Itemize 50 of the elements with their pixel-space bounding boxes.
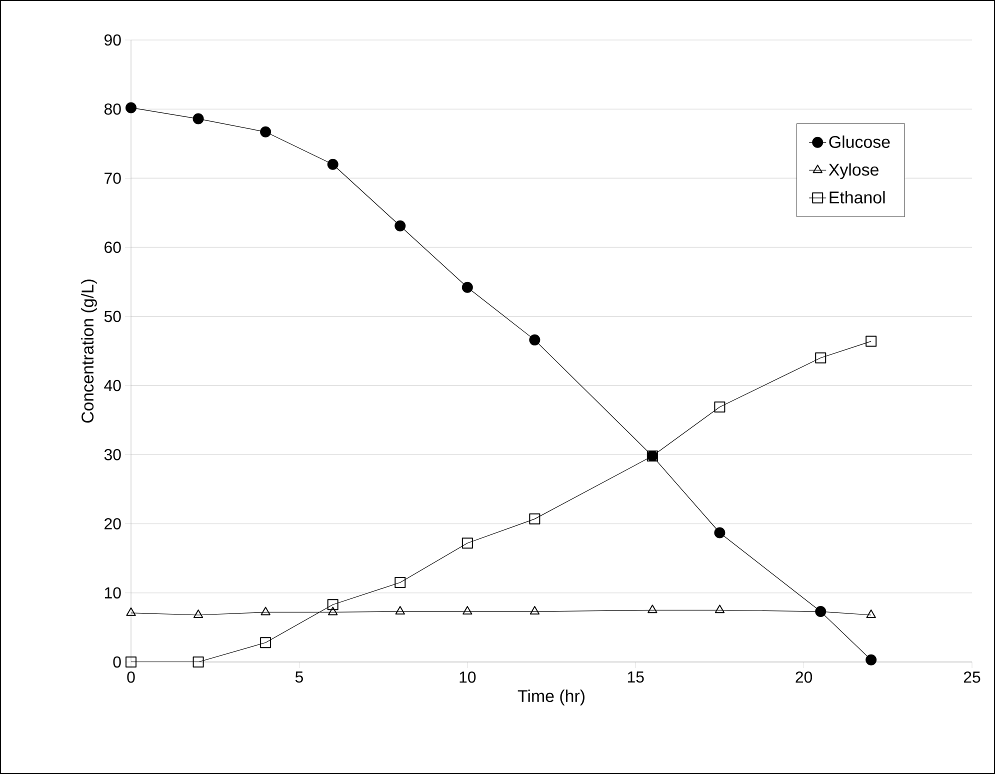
- point: [714, 604, 725, 614]
- point: [327, 599, 338, 610]
- point: [714, 527, 726, 538]
- point: [192, 656, 204, 668]
- point: [260, 606, 270, 616]
- point: [327, 158, 338, 170]
- point: [714, 401, 726, 412]
- point: [126, 607, 136, 616]
- point: [815, 352, 826, 364]
- y-tick-label: 30: [104, 449, 121, 460]
- legend-label: Ethanol: [830, 191, 885, 204]
- y-axis-title: Concentration (g/L): [81, 280, 97, 423]
- x-tick-label: 25: [964, 672, 980, 683]
- point: [529, 513, 540, 524]
- point: [328, 606, 338, 616]
- point: [648, 604, 658, 614]
- y-tick-label: 80: [104, 103, 121, 115]
- y-tick-label: 50: [104, 310, 121, 322]
- legend-label: Xylose: [828, 163, 878, 180]
- point: [260, 637, 272, 648]
- y-tick-label: 0: [113, 656, 121, 668]
- y-tick-label: 10: [104, 587, 121, 599]
- point: [529, 334, 540, 346]
- x-tick-label: 20: [796, 672, 812, 683]
- point: [126, 102, 137, 114]
- point: [395, 606, 405, 615]
- point: [192, 113, 204, 124]
- point: [866, 609, 876, 618]
- point: [126, 656, 137, 668]
- x-axis-title: Time (hr): [518, 690, 584, 706]
- point: [462, 538, 473, 549]
- x-tick-label: 0: [127, 672, 135, 683]
- y-tick-label: 60: [104, 242, 121, 253]
- x-tick-label: 15: [628, 672, 644, 683]
- y-tick-label: 40: [104, 380, 121, 392]
- point: [394, 220, 406, 232]
- point: [530, 606, 540, 615]
- point: [866, 654, 877, 666]
- x-tick-label: 10: [460, 672, 476, 683]
- point: [260, 126, 272, 138]
- point: [866, 336, 877, 347]
- x-tick-label: 5: [295, 672, 303, 683]
- y-tick-label: 20: [104, 518, 121, 530]
- point: [462, 282, 473, 293]
- point: [394, 577, 406, 588]
- y-tick-label: 90: [104, 34, 121, 46]
- y-tick-label: 70: [104, 172, 121, 184]
- point: [193, 609, 204, 618]
- legend-label: Glucose: [829, 136, 890, 148]
- point: [462, 606, 472, 615]
